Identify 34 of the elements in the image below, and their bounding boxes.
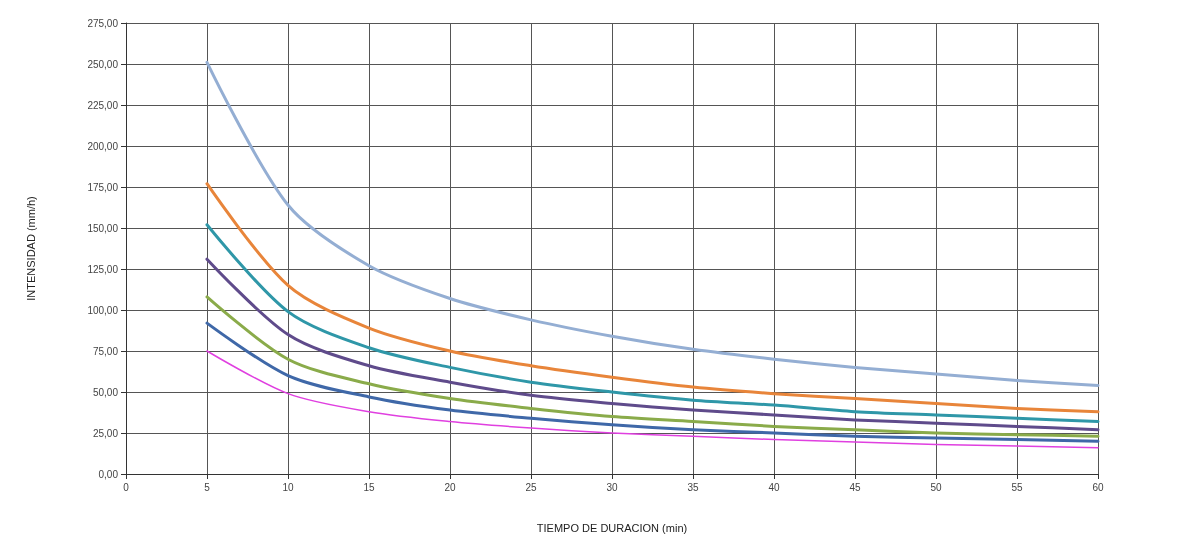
y-tick-label: 150,00 bbox=[87, 222, 119, 234]
line-series bbox=[205, 60, 1100, 387]
x-tick-label: 0 bbox=[123, 481, 130, 493]
x-tick-label: 5 bbox=[204, 481, 211, 493]
y-tick-label: 50,00 bbox=[92, 386, 119, 398]
line-series bbox=[205, 223, 1100, 424]
x-tick-label: 40 bbox=[768, 481, 780, 493]
y-axis-title: INTENSIDAD (mm/h) bbox=[24, 196, 37, 301]
line-series bbox=[205, 295, 1100, 438]
y-tick-label: 75,00 bbox=[92, 345, 119, 357]
x-tick-label: 60 bbox=[1092, 481, 1104, 493]
x-tick-label: 10 bbox=[282, 481, 294, 493]
x-tick-label: 45 bbox=[849, 481, 861, 493]
x-tick-label: 55 bbox=[1011, 481, 1023, 493]
y-tick-label: 25,00 bbox=[92, 427, 119, 439]
y-tick-label: 100,00 bbox=[87, 304, 119, 316]
x-tick-label: 50 bbox=[930, 481, 942, 493]
y-tick-label: 250,00 bbox=[87, 58, 119, 70]
x-tick-label: 30 bbox=[606, 481, 618, 493]
x-tick-label: 20 bbox=[444, 481, 456, 493]
y-tick-label: 175,00 bbox=[87, 181, 119, 193]
line-series bbox=[206, 350, 1099, 449]
line-series bbox=[205, 257, 1100, 432]
x-tick-label: 15 bbox=[363, 481, 375, 493]
y-tick-label: 125,00 bbox=[87, 263, 119, 275]
y-tick-label: 225,00 bbox=[87, 99, 119, 111]
x-axis-title: TIEMPO DE DURACION (min) bbox=[536, 521, 688, 534]
y-tick-label: 0,00 bbox=[98, 468, 119, 480]
line-series bbox=[205, 321, 1100, 443]
line-series bbox=[205, 182, 1100, 414]
x-tick-label: 35 bbox=[687, 481, 699, 493]
y-tick-label: 200,00 bbox=[87, 140, 119, 152]
y-tick-label: 275,00 bbox=[87, 17, 119, 29]
x-tick-label: 25 bbox=[525, 481, 537, 493]
